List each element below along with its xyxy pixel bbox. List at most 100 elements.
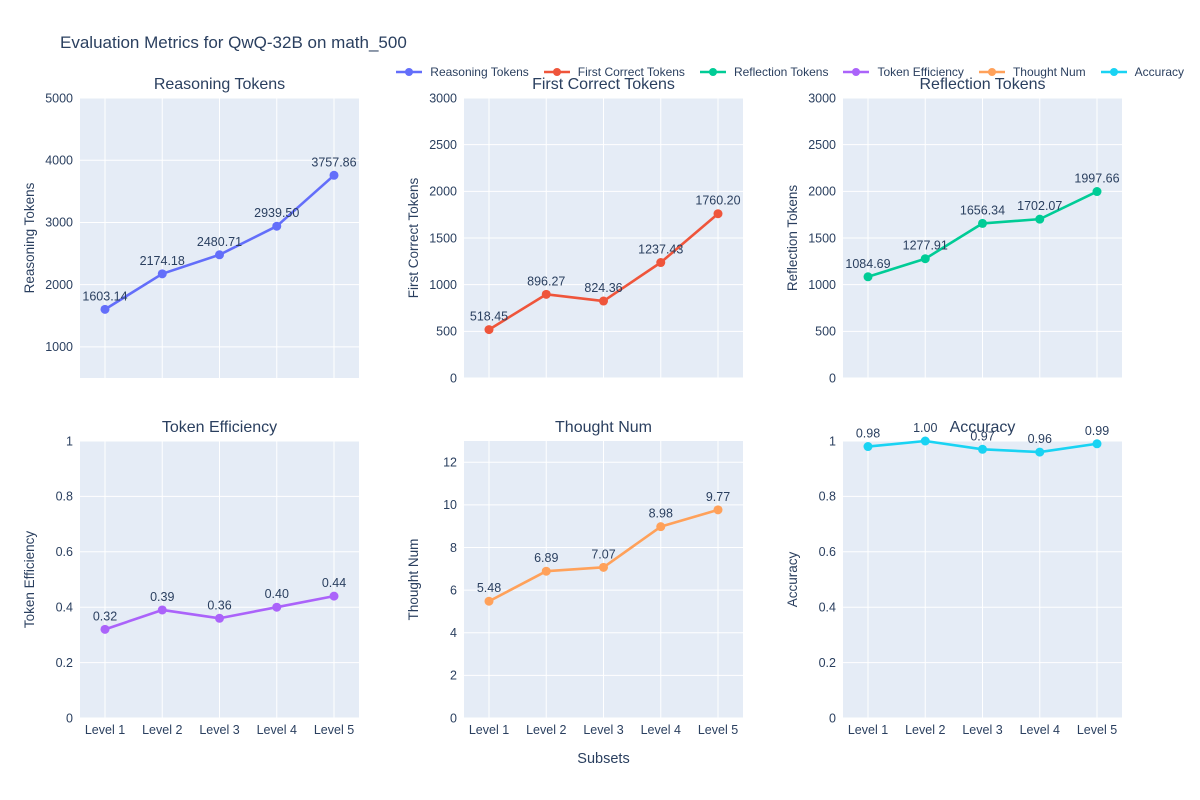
legend-marker-icon bbox=[843, 68, 870, 76]
data-point-label: 896.27 bbox=[527, 274, 565, 288]
legend-item-reflection-tokens[interactable]: Reflection Tokens bbox=[698, 65, 829, 79]
data-point bbox=[863, 272, 873, 282]
legend-label: Thought Num bbox=[1012, 65, 1086, 79]
y-tick-label: 2000 bbox=[45, 278, 73, 292]
subplot-title: Token Efficiency bbox=[162, 419, 277, 436]
data-point-label: 0.36 bbox=[207, 598, 231, 612]
x-tick-label: Level 1 bbox=[848, 723, 888, 737]
x-tick-label: Level 5 bbox=[314, 723, 354, 737]
x-tick-label: Level 3 bbox=[199, 723, 239, 737]
legend: Reasoning Tokens First Correct Tokens Refl… bbox=[394, 65, 1184, 79]
y-tick-label: 1000 bbox=[808, 278, 836, 292]
y-tick-label: 0.2 bbox=[819, 656, 836, 670]
y-tick-label: 0.4 bbox=[819, 601, 836, 615]
y-axis-title: Token Efficiency bbox=[22, 531, 37, 629]
legend-item-token-efficiency[interactable]: Token Efficiency bbox=[841, 65, 964, 79]
legend-item-accuracy[interactable]: Accuracy bbox=[1099, 65, 1184, 79]
data-point bbox=[1092, 439, 1102, 449]
data-point bbox=[656, 258, 666, 268]
y-tick-label: 0.6 bbox=[819, 545, 836, 559]
x-tick-label: Level 5 bbox=[1077, 723, 1117, 737]
legend-marker-icon bbox=[1100, 68, 1127, 76]
data-point bbox=[713, 505, 723, 515]
legend-item-reasoning-tokens[interactable]: Reasoning Tokens bbox=[394, 65, 529, 79]
x-tick-label: Level 2 bbox=[905, 723, 945, 737]
data-point-label: 5.48 bbox=[477, 581, 501, 595]
y-tick-label: 3000 bbox=[45, 216, 73, 230]
y-tick-label: 3000 bbox=[429, 91, 457, 105]
legend-item-first-correct-tokens[interactable]: First Correct Tokens bbox=[542, 65, 685, 79]
data-point-label: 0.44 bbox=[322, 576, 346, 590]
data-point bbox=[272, 602, 282, 612]
data-point-label: 2174.18 bbox=[140, 254, 185, 268]
data-point bbox=[329, 591, 339, 601]
y-tick-label: 0 bbox=[829, 371, 836, 385]
data-point bbox=[272, 221, 282, 231]
data-point bbox=[100, 304, 110, 314]
y-tick-label: 0 bbox=[450, 371, 457, 385]
data-point-label: 0.96 bbox=[1028, 432, 1052, 446]
data-point-label: 1603.14 bbox=[82, 289, 127, 303]
subplot-title: Reasoning Tokens bbox=[154, 76, 285, 93]
y-tick-label: 2 bbox=[450, 669, 457, 683]
y-tick-label: 1500 bbox=[808, 231, 836, 245]
y-tick-label: 0.2 bbox=[56, 656, 73, 670]
x-tick-label: Level 4 bbox=[641, 723, 681, 737]
legend-marker-icon bbox=[699, 68, 726, 76]
data-point-label: 0.99 bbox=[1085, 424, 1109, 438]
data-point-label: 518.45 bbox=[470, 310, 508, 324]
y-tick-label: 5000 bbox=[45, 91, 73, 105]
x-tick-label: Level 1 bbox=[469, 723, 509, 737]
data-point bbox=[329, 170, 339, 180]
subplot-title: Thought Num bbox=[555, 419, 652, 436]
data-point-label: 8.98 bbox=[649, 507, 673, 521]
y-tick-label: 0.8 bbox=[819, 490, 836, 504]
data-point-label: 824.36 bbox=[584, 281, 622, 295]
data-point bbox=[100, 624, 110, 634]
y-tick-label: 0 bbox=[450, 711, 457, 725]
x-tick-label: Level 3 bbox=[962, 723, 1002, 737]
data-point-label: 0.32 bbox=[93, 609, 117, 623]
data-point-label: 2480.71 bbox=[197, 235, 242, 249]
legend-item-thought-num[interactable]: Thought Num bbox=[977, 65, 1086, 79]
legend-label: Accuracy bbox=[1134, 65, 1184, 79]
y-tick-label: 0.6 bbox=[56, 545, 73, 559]
data-point bbox=[541, 289, 551, 299]
y-tick-label: 500 bbox=[815, 325, 836, 339]
x-tick-label: Level 2 bbox=[526, 723, 566, 737]
data-point-label: 1277.91 bbox=[903, 239, 948, 253]
y-tick-label: 6 bbox=[450, 583, 457, 597]
legend-marker-icon bbox=[978, 68, 1005, 76]
data-point bbox=[599, 562, 608, 572]
data-point bbox=[978, 444, 987, 454]
data-point-label: 1237.43 bbox=[638, 243, 683, 257]
y-tick-label: 8 bbox=[450, 541, 457, 555]
data-point bbox=[863, 442, 873, 452]
data-point bbox=[1035, 214, 1045, 224]
subplot-title: Accuracy bbox=[950, 419, 1016, 436]
x-tick-label: Level 5 bbox=[698, 723, 738, 737]
data-point bbox=[541, 566, 551, 576]
y-tick-label: 1000 bbox=[429, 278, 457, 292]
x-tick-label: Level 4 bbox=[1020, 723, 1060, 737]
data-point bbox=[157, 269, 167, 279]
y-axis-title: Accuracy bbox=[785, 551, 800, 607]
data-point bbox=[484, 596, 494, 606]
x-tick-label: Level 4 bbox=[257, 723, 297, 737]
y-tick-label: 1500 bbox=[429, 231, 457, 245]
y-tick-label: 4000 bbox=[45, 154, 73, 168]
y-tick-label: 2500 bbox=[808, 138, 836, 152]
legend-marker-icon bbox=[396, 68, 423, 76]
data-point-label: 0.40 bbox=[265, 587, 289, 601]
data-point-label: 2939.50 bbox=[254, 206, 299, 220]
y-tick-label: 4 bbox=[450, 626, 457, 640]
data-point-label: 0.98 bbox=[856, 427, 880, 441]
data-point-label: 9.77 bbox=[706, 490, 730, 504]
data-point bbox=[1035, 447, 1045, 457]
legend-label: Reflection Tokens bbox=[733, 65, 829, 79]
y-tick-label: 1 bbox=[66, 434, 73, 448]
x-tick-label: Level 2 bbox=[142, 723, 182, 737]
y-tick-label: 1000 bbox=[45, 340, 73, 354]
data-point bbox=[599, 296, 608, 306]
data-point bbox=[920, 254, 930, 264]
